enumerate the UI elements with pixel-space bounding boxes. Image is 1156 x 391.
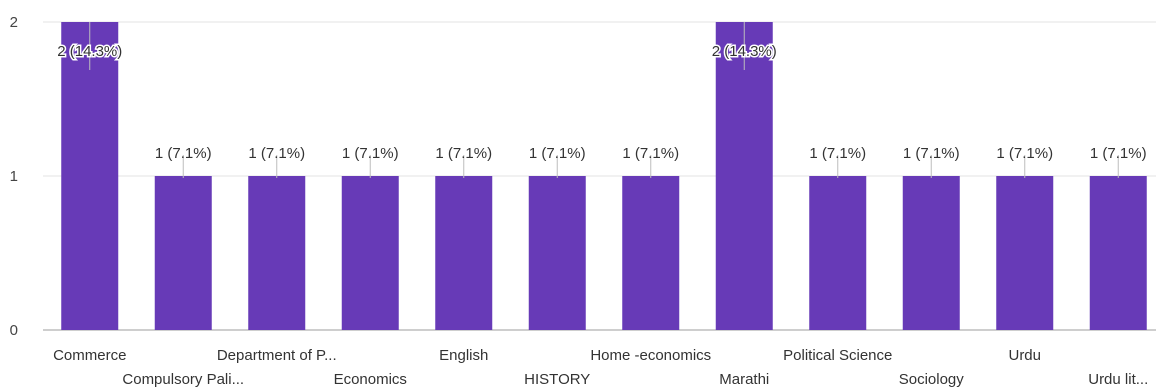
data-label: 1 (7.1%) bbox=[996, 145, 1053, 162]
x-axis-categories: Commerce Compulsory Pali... Department of … bbox=[53, 347, 1148, 388]
data-label: 1 (7.1%) bbox=[1090, 145, 1147, 162]
bar[interactable] bbox=[809, 176, 867, 330]
data-labels: 2 (14.3%) 1 (7.1%) 1 (7.1%) 1 (7.1%) 1 (7.1%… bbox=[56, 42, 1147, 163]
data-label: 1 (7.1%) bbox=[342, 145, 399, 162]
data-label: 1 (7.1%) bbox=[903, 145, 960, 162]
x-category-label: Commerce bbox=[53, 347, 126, 364]
data-label: 1 (7.1%) bbox=[435, 145, 492, 162]
data-label: 1 (7.1%) bbox=[529, 145, 586, 162]
bar[interactable] bbox=[902, 176, 960, 330]
x-category-label: Urdu lit... bbox=[1088, 371, 1148, 388]
data-label: 1 (7.1%) bbox=[622, 145, 679, 162]
data-label: 2 (14.3%) bbox=[57, 43, 122, 60]
y-tick-label: 2 bbox=[10, 14, 18, 31]
x-category-label: Marathi bbox=[719, 371, 769, 388]
x-category-label: Compulsory Pali... bbox=[122, 371, 244, 388]
bar[interactable] bbox=[61, 22, 119, 330]
data-label: 1 (7.1%) bbox=[155, 145, 212, 162]
data-label: 1 (7.1%) bbox=[809, 145, 866, 162]
x-category-label: Urdu bbox=[1008, 347, 1041, 364]
x-category-label: Home -economics bbox=[590, 347, 711, 364]
data-label: 1 (7.1%) bbox=[248, 145, 305, 162]
x-category-label: Economics bbox=[334, 371, 407, 388]
x-category-label: Sociology bbox=[899, 371, 965, 388]
bar[interactable] bbox=[996, 176, 1054, 330]
y-tick-label: 0 bbox=[10, 322, 18, 339]
bar[interactable] bbox=[154, 176, 212, 330]
bar[interactable] bbox=[248, 176, 306, 330]
bar[interactable] bbox=[528, 176, 586, 330]
bar[interactable] bbox=[715, 22, 773, 330]
x-category-label: Department of P... bbox=[217, 347, 337, 364]
x-category-label: Political Science bbox=[783, 347, 892, 364]
data-label-leaders bbox=[89, 22, 1119, 178]
bar[interactable] bbox=[435, 176, 493, 330]
bar[interactable] bbox=[1089, 176, 1147, 330]
y-axis-ticks: 0 1 2 bbox=[10, 14, 18, 339]
bar[interactable] bbox=[622, 176, 680, 330]
gridlines bbox=[43, 21, 1156, 331]
bar[interactable] bbox=[341, 176, 399, 330]
bars bbox=[61, 22, 1147, 330]
data-label: 2 (14.3%) bbox=[712, 43, 777, 60]
y-tick-label: 1 bbox=[10, 168, 18, 185]
x-category-label: HISTORY bbox=[524, 371, 590, 388]
x-category-label: English bbox=[439, 347, 488, 364]
